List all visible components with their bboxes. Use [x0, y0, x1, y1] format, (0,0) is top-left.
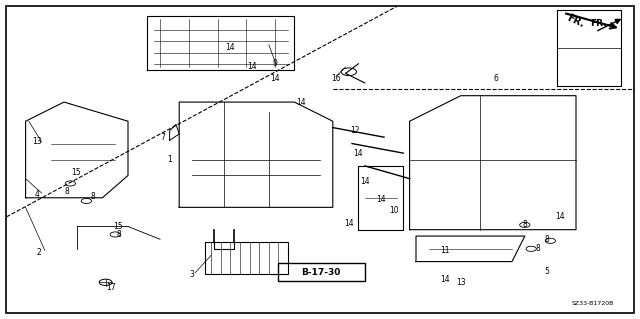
Text: 16: 16: [331, 74, 341, 83]
Text: 6: 6: [493, 74, 499, 83]
Text: 3: 3: [189, 271, 195, 279]
Text: 10: 10: [388, 206, 399, 215]
Text: 5: 5: [545, 267, 550, 276]
Text: 8: 8: [535, 244, 540, 253]
Text: 8: 8: [545, 235, 550, 244]
Text: 12: 12: [351, 126, 360, 135]
Text: 14: 14: [353, 149, 364, 158]
Text: 14: 14: [376, 195, 386, 204]
Bar: [278, 263, 365, 281]
Text: SZ33-B1720B: SZ33-B1720B: [572, 300, 614, 306]
Text: 14: 14: [344, 219, 354, 228]
Text: 8: 8: [116, 230, 121, 239]
Text: B-17-30: B-17-30: [301, 268, 341, 277]
Text: 14: 14: [270, 74, 280, 83]
Text: 14: 14: [296, 98, 306, 107]
Text: 9: 9: [273, 59, 278, 68]
Text: 14: 14: [225, 43, 236, 52]
Text: 13: 13: [32, 137, 42, 146]
Text: 15: 15: [70, 168, 81, 177]
Text: FR.: FR.: [566, 12, 586, 29]
Text: 1: 1: [167, 155, 172, 164]
Text: 14: 14: [246, 63, 257, 71]
Text: 2: 2: [36, 248, 41, 256]
Text: FR.: FR.: [590, 19, 607, 28]
Text: 7: 7: [161, 133, 166, 142]
Text: 8: 8: [90, 192, 95, 201]
Text: 8: 8: [522, 220, 527, 229]
Text: 11: 11: [440, 246, 449, 255]
Text: 15: 15: [113, 222, 124, 231]
Text: 17: 17: [106, 283, 116, 292]
Text: 8: 8: [65, 187, 70, 196]
Text: 14: 14: [555, 212, 565, 221]
Text: 14: 14: [440, 275, 450, 284]
Text: 4: 4: [35, 190, 40, 199]
Text: 13: 13: [456, 278, 466, 287]
Text: 14: 14: [360, 177, 370, 186]
